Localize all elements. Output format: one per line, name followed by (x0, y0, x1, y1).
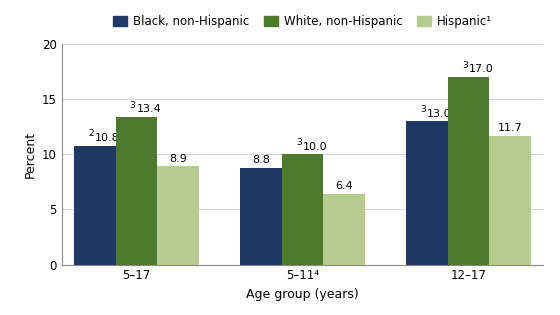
Text: 13.0: 13.0 (427, 109, 451, 118)
Text: 3: 3 (130, 101, 136, 110)
Text: 17.0: 17.0 (469, 65, 493, 74)
Text: 10.8: 10.8 (95, 133, 120, 143)
Bar (489, 136, 531, 265)
Text: 6.4: 6.4 (335, 181, 353, 191)
Text: 11.7: 11.7 (498, 123, 522, 133)
Legend: Black, non-Hispanic, White, non-Hispanic, Hispanic¹: Black, non-Hispanic, White, non-Hispanic… (108, 10, 497, 33)
Bar (406, 121, 447, 265)
Bar (323, 194, 365, 265)
Text: 3: 3 (462, 61, 468, 70)
Text: 8.9: 8.9 (169, 154, 187, 164)
Text: 3: 3 (421, 105, 426, 114)
Bar (240, 168, 282, 265)
Bar (115, 117, 157, 265)
Bar (74, 146, 115, 265)
Text: 3: 3 (296, 138, 302, 147)
Text: 2: 2 (88, 129, 94, 138)
Bar (447, 77, 489, 265)
Bar (157, 166, 199, 265)
Text: 8.8: 8.8 (252, 155, 270, 165)
Y-axis label: Percent: Percent (24, 131, 36, 178)
X-axis label: Age group (years): Age group (years) (246, 288, 359, 301)
Text: 13.4: 13.4 (136, 104, 161, 114)
Bar (282, 154, 323, 265)
Text: 10.0: 10.0 (302, 142, 327, 152)
